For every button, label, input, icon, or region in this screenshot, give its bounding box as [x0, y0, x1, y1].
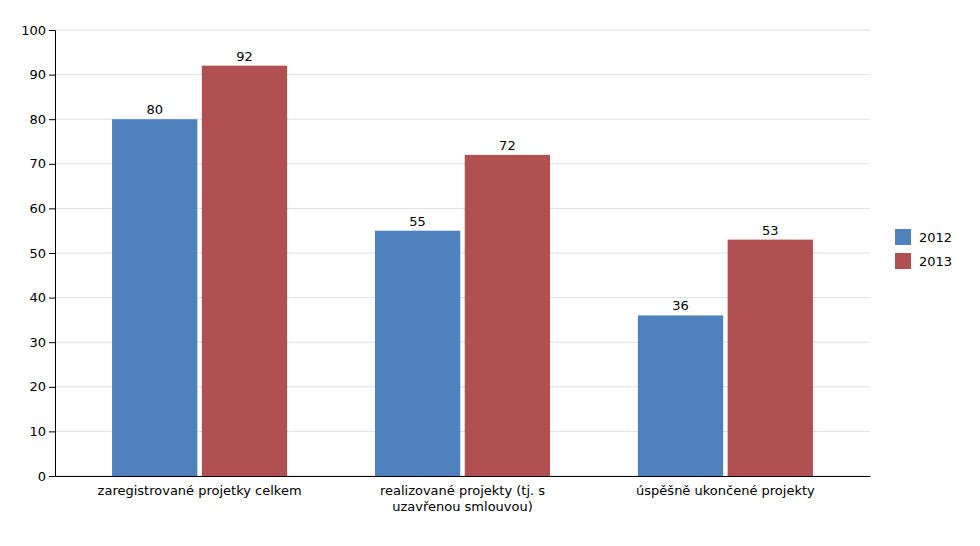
bar: [638, 315, 723, 476]
x-tick-label-line: uzavřenou smlouvou): [392, 499, 533, 514]
x-tick-label: úspěšně ukončené projekty: [636, 483, 815, 498]
bars: [112, 66, 813, 476]
data-labels: 80 55 36 92 72 53: [146, 49, 778, 314]
y-tick-label: 30: [29, 335, 46, 350]
chart: 80 55 36 92 72 53 0 10 20 30 40 50 60 70 80 90 100 zaregi…: [0, 0, 980, 546]
y-tick-mark: [49, 476, 55, 477]
y-tick-mark: [49, 208, 55, 209]
grid-line: [55, 74, 870, 75]
y-tick-mark: [49, 387, 55, 388]
legend-item: 2012: [895, 229, 952, 245]
y-tick-label: 50: [29, 246, 46, 261]
legend-label: 2012: [919, 230, 952, 245]
y-axis: 0 10 20 30 40 50 60 70 80 90 100: [21, 23, 55, 484]
y-tick: 50: [29, 246, 55, 261]
data-label: 80: [146, 102, 163, 117]
legend-label: 2013: [919, 254, 952, 269]
bar-series: [202, 66, 813, 476]
y-tick-label: 70: [29, 156, 46, 171]
bar: [375, 231, 460, 476]
bar: [728, 240, 813, 476]
y-tick: 100: [21, 23, 55, 38]
y-tick-mark: [49, 431, 55, 432]
y-tick-label: 0: [38, 469, 46, 484]
y-tick-label: 20: [29, 379, 46, 394]
legend-swatch: [895, 229, 911, 245]
y-axis-line: [49, 31, 56, 477]
y-tick-mark: [49, 30, 55, 31]
y-tick: 60: [29, 201, 55, 216]
plot: 80 55 36 92 72 53 0 10 20 30 40 50 60 70 80 90 100 zaregi…: [21, 23, 870, 514]
legend-swatch: [895, 253, 911, 269]
y-tick-mark: [49, 75, 55, 76]
y-tick-label: 90: [29, 67, 46, 82]
x-tick-label-line: úspěšně ukončené projekty: [636, 483, 815, 498]
y-tick: 0: [38, 469, 55, 484]
y-tick: 20: [29, 379, 55, 394]
y-tick-mark: [49, 253, 55, 254]
data-label: 53: [762, 223, 779, 238]
y-tick: 90: [29, 67, 55, 82]
x-tick: realizované projekty (tj. suzavřenou sml…: [380, 483, 545, 514]
y-tick-label: 40: [29, 290, 46, 305]
legend-item: 2013: [895, 253, 952, 269]
y-tick: 10: [29, 424, 55, 439]
x-tick-label-line: realizované projekty (tj. s: [380, 483, 545, 498]
bar: [465, 155, 550, 476]
x-tick: úspěšně ukončené projekty: [636, 483, 815, 498]
y-tick-mark: [49, 342, 55, 343]
bar: [202, 66, 287, 476]
y-tick: 40: [29, 290, 55, 305]
y-tick-label: 100: [21, 23, 46, 38]
data-label: 36: [672, 298, 689, 313]
data-label: 92: [236, 49, 253, 64]
data-label: 55: [409, 214, 426, 229]
y-tick-mark: [49, 119, 55, 120]
x-axis-line: [56, 476, 871, 477]
y-tick-mark: [49, 298, 55, 299]
y-tick-label: 10: [29, 424, 46, 439]
grid: [55, 30, 870, 476]
y-tick-mark: [49, 164, 55, 165]
bar: [112, 119, 197, 476]
x-tick-label: zaregistrované projetky celkem: [98, 483, 302, 498]
x-axis: zaregistrované projetky celkem realizovan…: [56, 477, 871, 514]
data-label: 72: [499, 138, 516, 153]
y-tick-label: 80: [29, 112, 46, 127]
y-tick: 70: [29, 156, 55, 171]
grid-line: [55, 30, 870, 31]
x-tick-label: realizované projekty (tj. suzavřenou sml…: [380, 483, 545, 514]
y-tick: 80: [29, 112, 55, 127]
y-tick: 30: [29, 335, 55, 350]
y-tick-label: 60: [29, 201, 46, 216]
legend: 2012 2013: [895, 229, 952, 269]
x-tick-label-line: zaregistrované projetky celkem: [98, 483, 302, 498]
x-tick: zaregistrované projetky celkem: [98, 483, 302, 498]
